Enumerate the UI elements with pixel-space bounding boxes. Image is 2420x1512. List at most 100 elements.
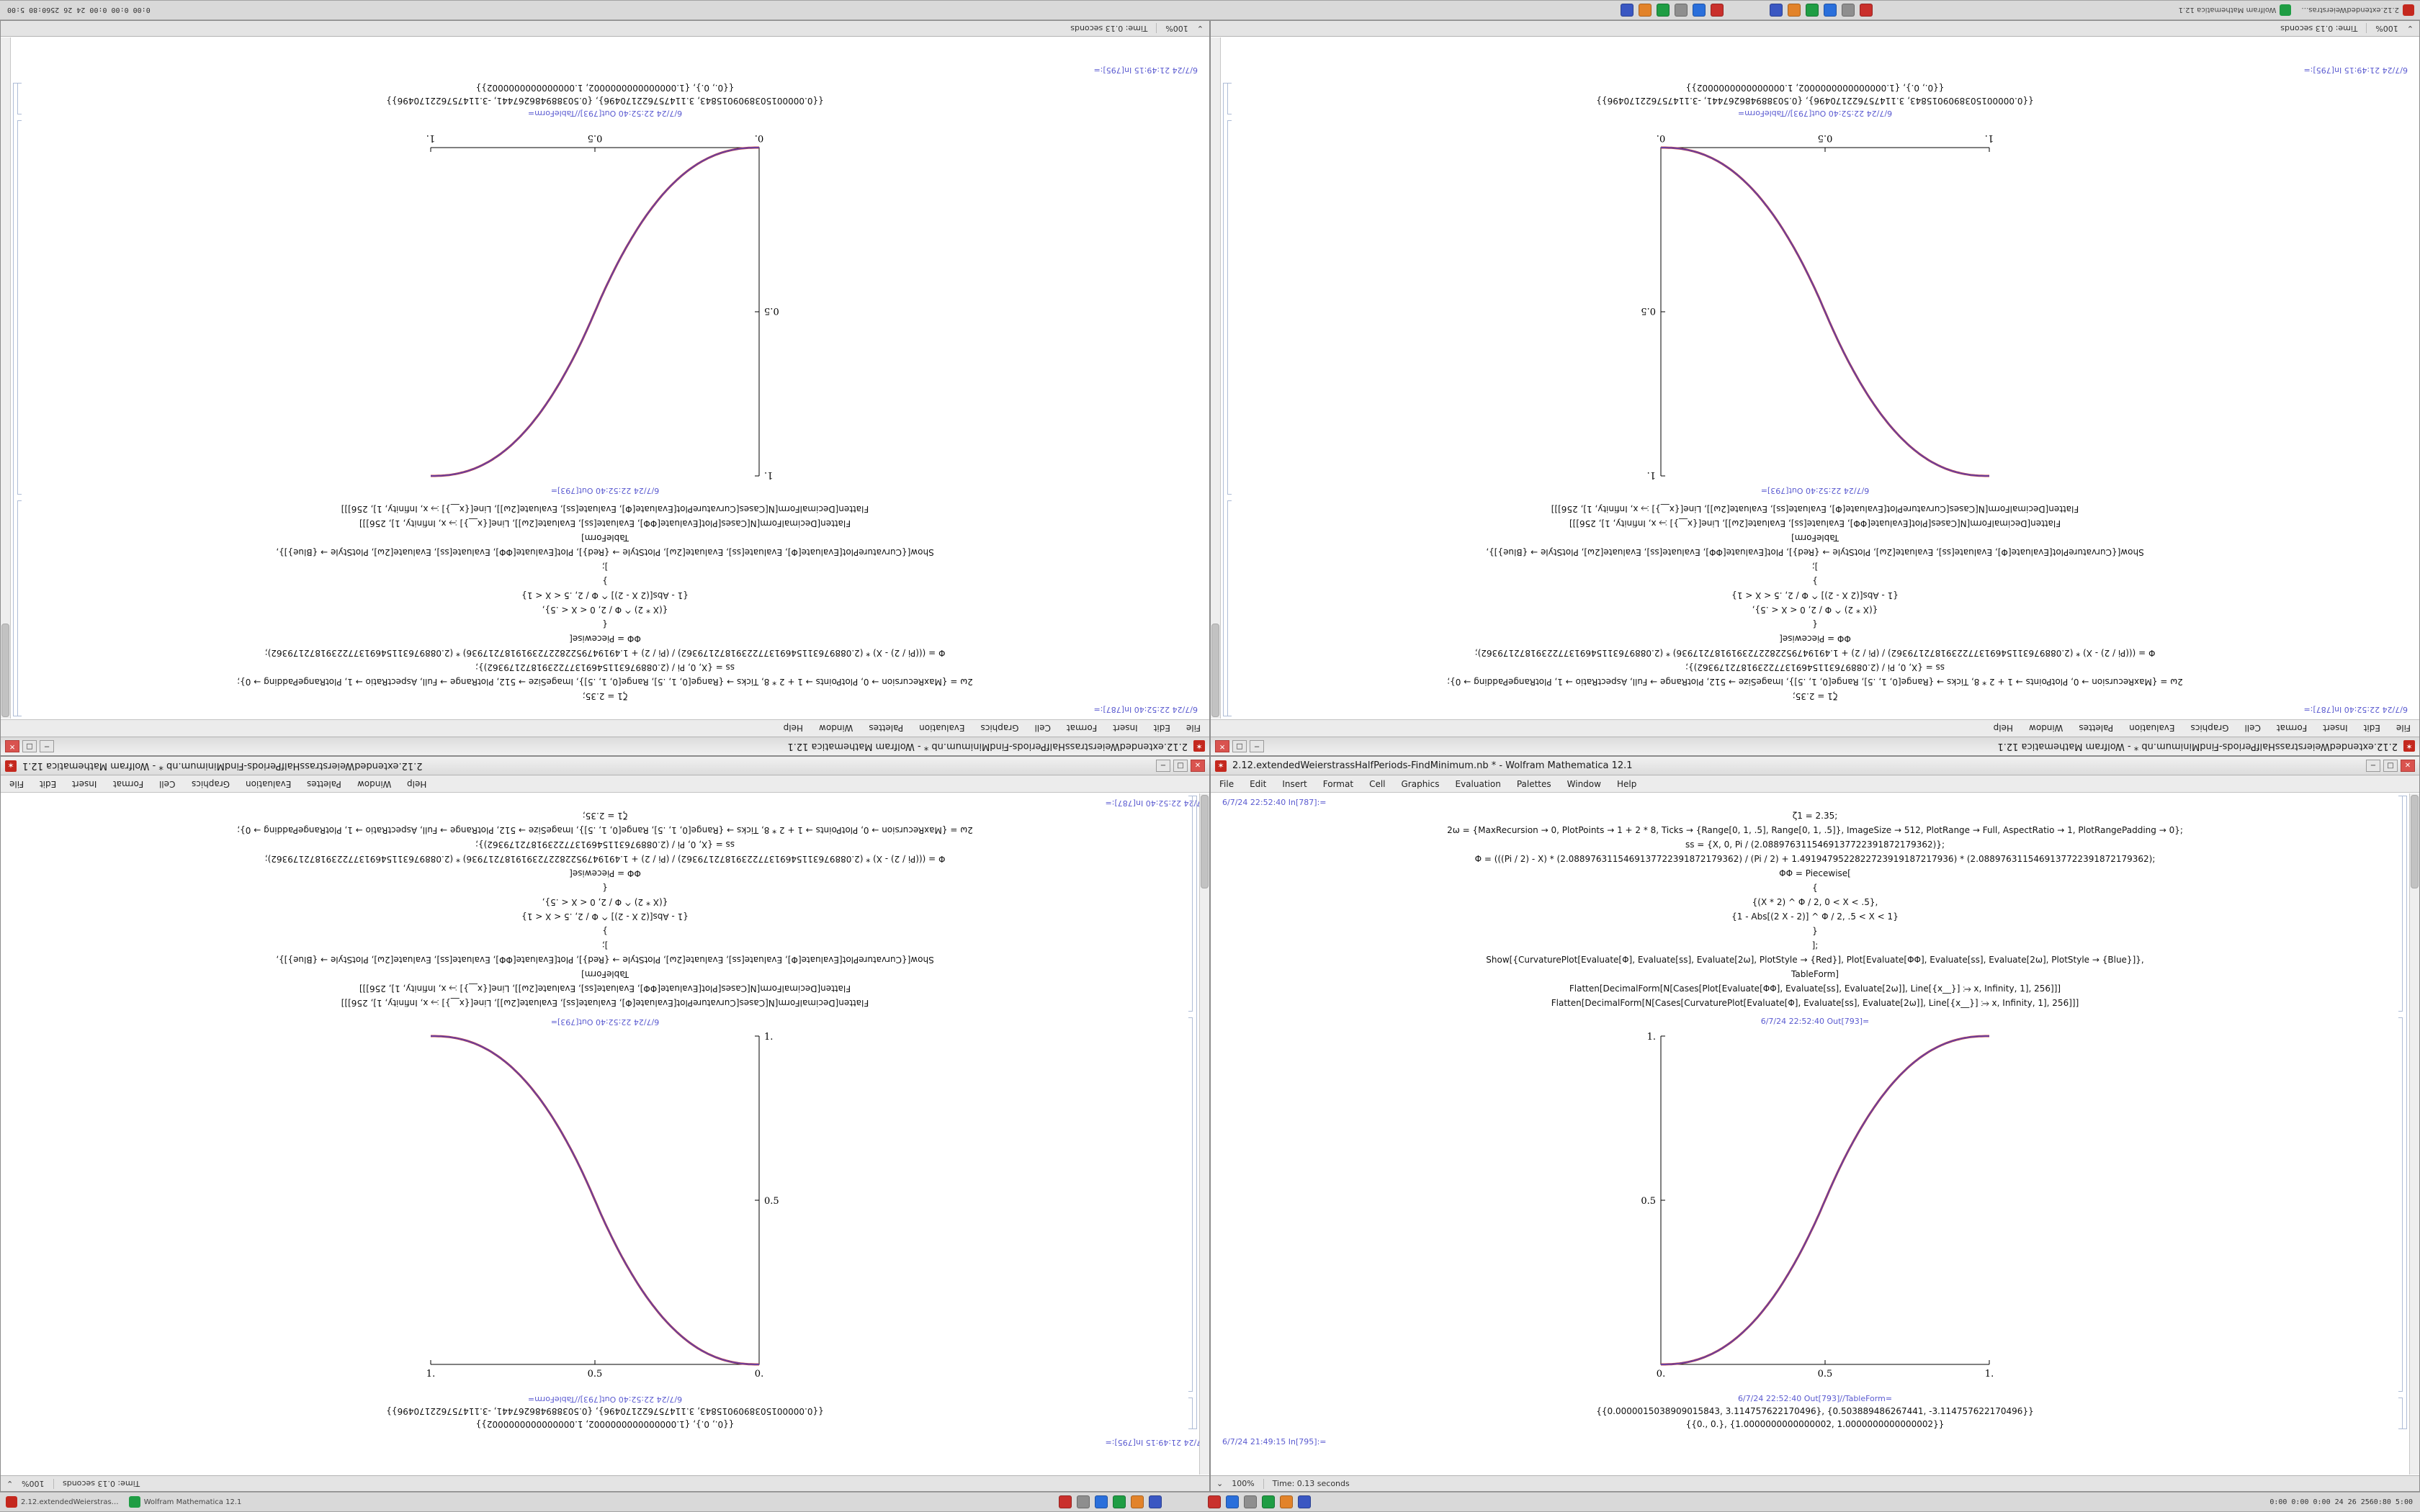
maximize-button[interactable]: □	[1173, 760, 1188, 772]
code-line[interactable]: ss = {X, 0, Pi / (2.08897631154691377223…	[1685, 662, 1945, 672]
minimize-button[interactable]: −	[1156, 760, 1170, 772]
menu-item-palettes[interactable]: Palettes	[869, 723, 904, 734]
zoom-caret-icon[interactable]: ⌄	[1216, 1479, 1224, 1488]
close-button[interactable]: ✕	[1215, 740, 1229, 752]
minimize-button[interactable]: −	[1250, 740, 1264, 752]
code-line[interactable]: ];	[1811, 940, 1819, 950]
close-button[interactable]: ✕	[5, 740, 19, 752]
zoom-level[interactable]: 100%	[1165, 24, 1188, 33]
code-line[interactable]: {1 - Abs[(2 X - 2)] ^ Φ / 2, .5 < X < 1}	[521, 590, 689, 600]
menu-item-window[interactable]: Window	[1567, 778, 1601, 789]
code-line[interactable]: TableForm]	[1791, 533, 1839, 543]
taskbar-app-icon[interactable]	[1657, 4, 1670, 17]
menu-item-graphics[interactable]: Graphics	[980, 723, 1019, 734]
code-line[interactable]: ζ1 = 2.35;	[582, 811, 628, 821]
taskbar-app-icon[interactable]	[1621, 4, 1634, 17]
code-line[interactable]: Flatten[DecimalForm[N[Cases[CurvaturePlo…	[341, 998, 869, 1008]
scrollbar-thumb[interactable]	[2411, 795, 2419, 888]
code-line[interactable]: Flatten[DecimalForm[N[Cases[Plot[Evaluat…	[359, 518, 851, 528]
code-line[interactable]: TableForm]	[581, 533, 629, 543]
taskbar-app-icon[interactable]	[1675, 4, 1688, 17]
menu-item-format[interactable]: Format	[2276, 723, 2308, 734]
taskbar-app-icon[interactable]	[1806, 4, 1819, 17]
taskbar-app-icon[interactable]	[1131, 1495, 1144, 1508]
menu-item-palettes[interactable]: Palettes	[2079, 723, 2114, 734]
menu-item-format[interactable]: Format	[112, 778, 144, 789]
menu-item-file[interactable]: File	[1219, 778, 1234, 789]
zoom-level[interactable]: 100%	[22, 1479, 45, 1488]
code-line[interactable]: Flatten[DecimalForm[N[Cases[Plot[Evaluat…	[1569, 984, 2061, 994]
taskbar-app-icon[interactable]	[1095, 1495, 1108, 1508]
code-line[interactable]: {(X * 2) ^ Φ / 2, 0 < X < .5},	[1752, 605, 1878, 615]
zoom-caret-icon[interactable]: ⌄	[6, 1479, 14, 1488]
taskbar-app-icon[interactable]	[1860, 4, 1873, 17]
menu-item-help[interactable]: Help	[783, 723, 804, 734]
code-line[interactable]: {(X * 2) ^ Φ / 2, 0 < X < .5},	[542, 897, 668, 907]
scrollbar-thumb[interactable]	[1201, 795, 1209, 888]
maximize-button[interactable]: □	[22, 740, 37, 752]
code-line[interactable]: 2ω = {MaxRecursion → 0, PlotPoints → 1 +…	[237, 677, 973, 687]
maximize-button[interactable]: □	[1232, 740, 1247, 752]
code-line[interactable]: Flatten[DecimalForm[N[Cases[Plot[Evaluat…	[1569, 518, 2061, 528]
code-line[interactable]: ζ1 = 2.35;	[1792, 811, 1838, 821]
code-line[interactable]: Φ = (((Pi / 2) - X) * (2.088976311546913…	[264, 854, 946, 864]
close-button[interactable]: ✕	[2401, 760, 2415, 772]
code-line[interactable]: Show[{CurvaturePlot[Evaluate[Φ], Evaluat…	[276, 955, 934, 965]
menu-item-edit[interactable]: Edit	[40, 778, 57, 789]
menu-item-format[interactable]: Format	[1322, 778, 1354, 789]
code-line[interactable]: Show[{CurvaturePlot[Evaluate[Φ], Evaluat…	[1486, 547, 2144, 557]
code-line[interactable]: ss = {X, 0, Pi / (2.08897631154691377223…	[475, 662, 735, 672]
scrollbar[interactable]	[1, 37, 11, 719]
menu-item-window[interactable]: Window	[819, 723, 853, 734]
menu-item-edit[interactable]: Edit	[1250, 778, 1267, 789]
menu-item-evaluation[interactable]: Evaluation	[245, 778, 291, 789]
scrollbar[interactable]	[2409, 793, 2419, 1475]
menu-item-graphics[interactable]: Graphics	[2190, 723, 2229, 734]
taskbar-app-icon[interactable]	[1208, 1495, 1221, 1508]
window-titlebar[interactable]: ✶ 2.12.extendedWeierstrassHalfPeriods-Fi…	[1, 737, 1209, 755]
zoom-caret-icon[interactable]: ⌄	[1196, 24, 1204, 33]
code-line[interactable]: {1 - Abs[(2 X - 2)] ^ Φ / 2, .5 < X < 1}	[521, 912, 689, 922]
scrollbar-thumb[interactable]	[1211, 624, 1219, 717]
taskbar-app-icon[interactable]	[1077, 1495, 1090, 1508]
menu-item-help[interactable]: Help	[1993, 723, 2014, 734]
menu-item-cell[interactable]: Cell	[1369, 778, 1386, 789]
code-line[interactable]: {	[602, 883, 608, 893]
zoom-level[interactable]: 100%	[1232, 1479, 1255, 1488]
taskbar-window-button[interactable]: 2.12.extendedWeierstras…	[6, 1496, 119, 1508]
code-line[interactable]: {	[602, 619, 608, 629]
code-line[interactable]: }	[602, 926, 608, 936]
menu-item-graphics[interactable]: Graphics	[1401, 778, 1440, 789]
code-line[interactable]: ΦΦ = Piecewise[	[569, 634, 641, 644]
code-line[interactable]: ΦΦ = Piecewise[	[569, 868, 641, 878]
menu-item-window[interactable]: Window	[357, 778, 391, 789]
scrollbar[interactable]	[1199, 793, 1209, 1475]
code-line[interactable]: }	[602, 576, 608, 586]
taskbar-app-icon[interactable]	[1298, 1495, 1311, 1508]
maximize-button[interactable]: □	[2383, 760, 2398, 772]
code-line[interactable]: {(X * 2) ^ Φ / 2, 0 < X < .5},	[542, 605, 668, 615]
code-line[interactable]: Flatten[DecimalForm[N[Cases[CurvaturePlo…	[341, 504, 869, 514]
code-line[interactable]: ];	[601, 562, 609, 572]
menu-item-help[interactable]: Help	[1616, 778, 1637, 789]
taskbar-app-icon[interactable]	[1262, 1495, 1275, 1508]
code-line[interactable]: }	[1812, 576, 1818, 586]
code-line[interactable]: Flatten[DecimalForm[N[Cases[CurvaturePlo…	[1551, 504, 2079, 514]
code-line[interactable]: Φ = (((Pi / 2) - X) * (2.088976311546913…	[1474, 648, 2156, 658]
taskbar-app-icon[interactable]	[1824, 4, 1837, 17]
code-line[interactable]: 2ω = {MaxRecursion → 0, PlotPoints → 1 +…	[1447, 677, 2183, 687]
code-line[interactable]: 2ω = {MaxRecursion → 0, PlotPoints → 1 +…	[237, 825, 973, 835]
menu-item-format[interactable]: Format	[1066, 723, 1098, 734]
code-line[interactable]: TableForm]	[581, 969, 629, 979]
menu-item-palettes[interactable]: Palettes	[1516, 778, 1551, 789]
taskbar-app-icon[interactable]	[1788, 4, 1801, 17]
menu-item-graphics[interactable]: Graphics	[191, 778, 230, 789]
code-line[interactable]: Show[{CurvaturePlot[Evaluate[Φ], Evaluat…	[1486, 955, 2144, 965]
menu-item-cell[interactable]: Cell	[159, 778, 176, 789]
code-line[interactable]: ζ1 = 2.35;	[582, 691, 628, 701]
taskbar-window-button[interactable]: Wolfram Mathematica 12.1	[128, 1496, 241, 1508]
code-line[interactable]: Flatten[DecimalForm[N[Cases[CurvaturePlo…	[1551, 998, 2079, 1008]
code-line[interactable]: Φ = (((Pi / 2) - X) * (2.088976311546913…	[264, 648, 946, 658]
window-titlebar[interactable]: ✶ 2.12.extendedWeierstrassHalfPeriods-Fi…	[1211, 757, 2419, 775]
code-line[interactable]: Show[{CurvaturePlot[Evaluate[Φ], Evaluat…	[276, 547, 934, 557]
